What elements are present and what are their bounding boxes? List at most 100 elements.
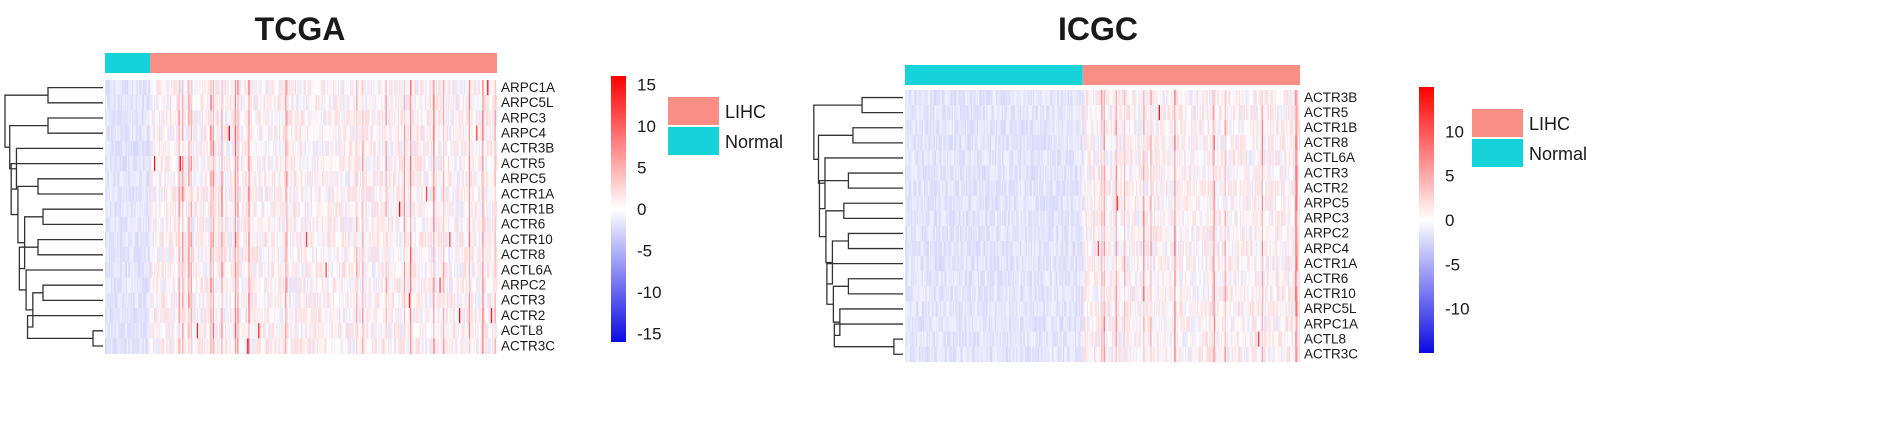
heatmap-cell (111, 262, 113, 278)
heatmap-cell (381, 140, 384, 157)
heatmap-cell (419, 95, 422, 111)
heatmap-cell (182, 292, 184, 309)
heatmap-cell (207, 110, 210, 126)
heatmap-cell (422, 247, 424, 263)
heatmap-cell (350, 216, 352, 233)
heatmap-cell (292, 292, 294, 309)
heatmap-cell (234, 232, 237, 248)
heatmap-cell (304, 125, 307, 142)
heatmap-cell (383, 156, 385, 172)
heatmap-cell (402, 156, 405, 172)
heatmap-cell (368, 186, 370, 202)
heatmap-cell (482, 201, 484, 218)
heatmap-cell (452, 110, 455, 126)
heatmap-cell (240, 201, 243, 218)
heatmap-cell (141, 262, 144, 278)
heatmap-cell (228, 156, 231, 172)
heatmap-cell (277, 277, 280, 294)
heatmap-cell (335, 247, 337, 263)
heatmap-cell (106, 140, 108, 157)
heatmap-cell (434, 95, 437, 111)
heatmap-cell (174, 171, 177, 187)
heatmap-cell (149, 292, 151, 309)
heatmap-cell (367, 156, 369, 172)
heatmap-cell (459, 277, 461, 294)
heatmap-cell (247, 186, 249, 202)
heatmap-cell (105, 110, 107, 126)
heatmap-cell (106, 247, 108, 263)
heatmap-cell (145, 292, 147, 309)
heatmap-cell (481, 277, 483, 294)
heatmap-cell (166, 201, 168, 218)
heatmap-cell (396, 171, 399, 187)
heatmap-cell (157, 247, 160, 263)
heatmap-cell (421, 80, 423, 96)
heatmap-cell (312, 247, 314, 263)
heatmap-cell (294, 232, 297, 248)
heatmap-cell (108, 247, 111, 263)
heatmap-cell (324, 232, 326, 248)
heatmap-cell (138, 277, 140, 294)
heatmap-cell (196, 80, 199, 96)
heatmap-cell (182, 140, 184, 157)
heatmap-cell (443, 277, 445, 294)
heatmap-cell (270, 232, 272, 248)
heatmap-cell (473, 262, 476, 278)
heatmap-cell (318, 95, 320, 111)
heatmap-cell (144, 125, 146, 142)
heatmap-cell (401, 140, 403, 157)
heatmap-cell (249, 247, 252, 263)
heatmap-cell (189, 262, 192, 278)
heatmap-cell (138, 262, 140, 278)
heatmap-cell (236, 171, 238, 187)
heatmap-cell (454, 262, 456, 278)
heatmap-cell (261, 232, 264, 248)
heatmap-cell (127, 247, 129, 263)
heatmap-cell (244, 110, 247, 126)
heatmap-cell (183, 201, 185, 218)
heatmap-cell (337, 216, 340, 233)
heatmap-cell (466, 156, 468, 172)
heatmap-cell (261, 125, 264, 142)
heatmap-cell (392, 171, 395, 187)
heatmap-cell (220, 125, 222, 142)
heatmap-cell (277, 95, 280, 111)
heatmap-cell (356, 125, 358, 142)
heatmap-cell (146, 110, 149, 126)
heatmap-cell (421, 95, 423, 111)
heatmap-cell (166, 262, 168, 278)
heatmap-cell (321, 110, 324, 126)
heatmap-cell (285, 171, 287, 187)
heatmap-cell (343, 186, 346, 202)
heatmap-cell (139, 156, 141, 172)
heatmap-cell (124, 308, 127, 324)
heatmap-cell (456, 110, 459, 126)
heatmap-cell (467, 140, 470, 157)
heatmap-cell (168, 171, 171, 187)
heatmap-cell (200, 277, 203, 294)
heatmap-cell (348, 277, 351, 294)
heatmap-cell (155, 247, 157, 263)
heatmap-cell (128, 110, 130, 126)
heatmap-cell (207, 95, 210, 111)
heatmap-cell (275, 80, 277, 96)
heatmap-cell (204, 110, 206, 126)
heatmap-cell (457, 125, 460, 142)
heatmap-cell (472, 110, 475, 126)
heatmap-cell (488, 125, 490, 142)
heatmap-cell (293, 232, 296, 248)
heatmap-cell (459, 232, 461, 248)
heatmap-cell (397, 277, 400, 294)
heatmap-cell (320, 140, 323, 157)
heatmap-cell (129, 80, 132, 96)
heatmap-cell (128, 277, 130, 294)
heatmap-cell (287, 80, 290, 96)
heatmap-row (105, 80, 498, 96)
heatmap-cell (266, 277, 269, 294)
heatmap-cell (108, 156, 111, 172)
heatmap-cell (485, 171, 488, 187)
heatmap-cell (288, 232, 291, 248)
heatmap-cell (266, 308, 269, 324)
heatmap-cell (492, 186, 494, 202)
heatmap-cell (487, 110, 489, 126)
